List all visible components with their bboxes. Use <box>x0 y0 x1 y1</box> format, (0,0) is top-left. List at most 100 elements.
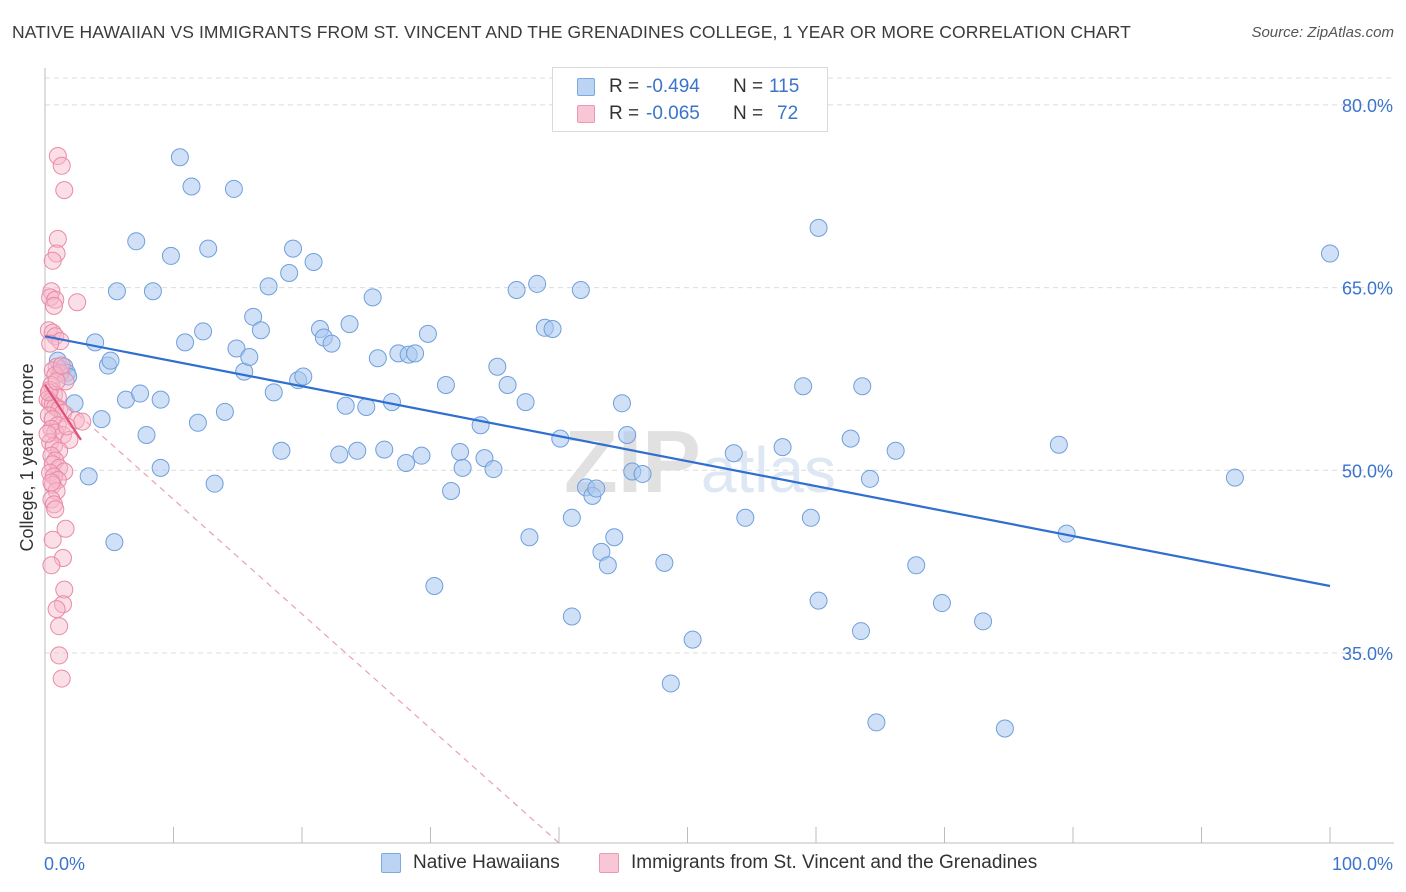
watermark: ZIPatlas <box>564 412 836 511</box>
native-hawaiians-point <box>1321 244 1339 263</box>
native-hawaiians-point <box>1049 435 1068 454</box>
native-hawaiians-point <box>907 556 926 575</box>
stats-legend: R = -0.494 N = 115 R = -0.065 N = 72 <box>552 67 828 132</box>
native-hawaiians-point <box>224 179 243 198</box>
native-hawaiians-point <box>507 281 526 300</box>
st-vincent-point <box>47 600 66 619</box>
native-hawaiians-point <box>280 263 299 282</box>
native-hawaiians-point <box>841 429 860 448</box>
native-hawaiians-point <box>598 556 617 575</box>
st-vincent-point <box>50 646 69 665</box>
pink-trend-line <box>44 384 82 441</box>
native-hawaiians-point <box>794 377 813 396</box>
series-legend-item-2: Immigrants from St. Vincent and the Gren… <box>599 852 1037 874</box>
series-legend: Native Hawaiians Immigrants from St. Vin… <box>0 852 1406 876</box>
st-vincent-point <box>52 356 71 375</box>
native-hawaiians-point <box>453 458 472 477</box>
st-vincent-point <box>53 548 72 567</box>
st-vincent-point <box>46 290 65 309</box>
native-hawaiians-point <box>661 674 680 693</box>
native-hawaiians-point <box>612 394 631 413</box>
native-hawaiians-point <box>451 443 470 462</box>
st-vincent-point <box>42 282 61 301</box>
st-vincent-point <box>42 473 61 492</box>
native-hawaiians-point <box>995 719 1014 738</box>
st-vincent-point <box>60 430 79 449</box>
native-hawaiians-point <box>886 441 905 460</box>
st-vincent-point <box>47 372 66 391</box>
native-hawaiians-point <box>406 344 425 363</box>
native-hawaiians-point <box>809 218 828 237</box>
native-hawaiians-point <box>215 402 234 421</box>
native-hawaiians-point <box>188 413 207 432</box>
native-hawaiians-point <box>182 177 201 196</box>
r-label-1: R = <box>609 76 640 97</box>
blue-trend-line <box>44 335 1331 588</box>
native-hawaiians-point <box>107 282 126 301</box>
axis-layer <box>44 68 1394 844</box>
native-hawaiians-point <box>932 594 951 613</box>
native-hawaiians-point <box>131 384 150 403</box>
native-hawaiians-point <box>272 441 291 460</box>
y-tick-label: 80.0% <box>1342 96 1393 116</box>
st-vincent-point <box>55 181 74 200</box>
x-tick-label-min: 0.0% <box>44 854 85 874</box>
n-value-2: 72 <box>777 103 799 124</box>
r-value-2: -0.065 <box>646 103 700 124</box>
st-vincent-point <box>52 156 71 175</box>
native-hawaiians-point <box>170 148 189 167</box>
native-hawaiians-point <box>773 438 792 457</box>
native-hawaiians-point <box>240 348 259 367</box>
trend-layer <box>44 384 560 844</box>
st-vincent-point <box>43 251 62 270</box>
native-hawaiians-point <box>199 239 218 258</box>
native-hawaiians-point <box>528 274 547 293</box>
chart-title: NATIVE HAWAIIAN VS IMMIGRANTS FROM ST. V… <box>12 22 1131 42</box>
series-legend-swatch-pink <box>599 853 619 873</box>
native-hawaiians-point <box>516 393 535 412</box>
y-tick-label: 50.0% <box>1342 461 1393 481</box>
native-hawaiians-point <box>259 277 278 296</box>
n-label-1: N = <box>733 76 764 97</box>
native-hawaiians-point <box>605 528 624 547</box>
n-label-2: N = <box>733 103 764 124</box>
st-vincent-point <box>56 519 75 538</box>
st-vincent-point <box>48 229 67 248</box>
native-hawaiians-point <box>330 445 349 464</box>
series-legend-item-1: Native Hawaiians <box>381 852 560 874</box>
native-hawaiians-point <box>618 425 637 444</box>
native-hawaiians-point <box>294 367 313 386</box>
st-vincent-point <box>46 500 65 519</box>
series-legend-label-2: Immigrants from St. Vincent and the Gren… <box>631 852 1038 873</box>
legend-swatch-pink <box>577 105 595 123</box>
native-hawaiians-point <box>336 396 355 415</box>
native-hawaiians-point <box>587 479 606 498</box>
native-hawaiians-point <box>498 376 517 395</box>
st-vincent-point <box>51 363 70 382</box>
st-vincent-point <box>52 669 71 688</box>
n-value-1: 115 <box>769 76 800 97</box>
st-vincent-point <box>55 580 74 599</box>
st-vincent-point <box>50 617 69 636</box>
st-vincent-point <box>68 293 87 312</box>
legend-swatch-blue <box>577 78 595 96</box>
native-hawaiians-point <box>488 357 507 376</box>
st-vincent-point <box>47 481 66 500</box>
native-hawaiians-point <box>484 460 503 479</box>
r-label-2: R = <box>609 103 640 124</box>
native-hawaiians-point <box>244 307 263 326</box>
st-vincent-point <box>44 296 63 315</box>
st-vincent-point <box>48 147 67 166</box>
native-hawaiians-point <box>801 508 820 527</box>
source-label: Source: ZipAtlas.com <box>1251 24 1394 41</box>
native-hawaiians-point <box>340 315 359 334</box>
native-hawaiians-point <box>127 232 146 251</box>
native-hawaiians-point <box>633 464 652 483</box>
native-hawaiians-point <box>375 440 394 459</box>
native-hawaiians-point <box>304 253 323 272</box>
native-hawaiians-point <box>176 333 195 352</box>
watermark-atlas: atlas <box>701 434 836 506</box>
native-hawaiians-point <box>151 390 170 409</box>
native-hawaiians-point <box>412 446 431 465</box>
